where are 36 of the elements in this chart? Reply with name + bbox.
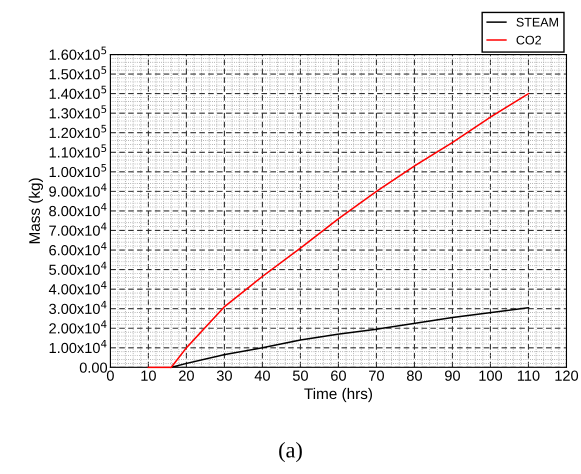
y-tick-label: 1.40x10$^{5}$ [50,86,106,99]
y-tick-label: 0.00 [80,362,108,373]
y-tick-label: 5.00x10$^{4}$ [49,262,107,275]
x-tick-label: 60 [331,370,346,381]
x-axis-title: Time (hrs) [304,388,372,402]
y-tick-label: 3.00x10$^{4}$ [49,300,107,314]
x-tick-label: 50 [292,370,308,381]
x-tick-label: 40 [254,370,270,381]
y-tick-label: 4.00x10$^{4}$ [48,281,107,294]
x-tick-label: 70 [369,370,384,381]
x-tick-label: 30 [216,370,232,381]
y-tick-label: 2.00x10$^{4}$ [49,320,107,334]
legend-label: STEAM [516,18,558,27]
x-tick-label: 0 [106,370,114,381]
y-tick-label: 8.00x10$^{4}$ [49,203,107,216]
y-tick-label: 9.00x10$^{4}$ [49,184,107,197]
x-tick-label: 10 [141,370,156,381]
x-tick-label: 110 [518,370,540,381]
x-tick-label: 100 [479,370,502,381]
y-tick-label: 1.30x10$^{5}$ [50,105,106,118]
legend-label: CO2 [516,36,541,45]
y-tick-label: 1.00x10$^{4}$ [50,340,107,354]
x-tick-label: 120 [555,370,578,381]
x-tick-label: 20 [179,370,194,381]
y-tick-label: 1.00x10$^{5}$ [50,164,106,178]
y-tick-label: 7.00x10$^{4}$ [49,222,107,236]
x-tick-label: 80 [406,370,422,381]
y-tick-label: 1.50x10$^{5}$ [50,66,106,80]
x-tick-label: 90 [445,370,460,381]
y-tick-label: 1.20x10$^{5}$ [50,124,106,138]
text: (a) [279,442,302,462]
line-series [148,92,530,368]
y-tick-label: 6.00x10$^{4}$ [49,242,107,256]
y-tick-label: 1.10x10$^{5}$ [50,144,106,158]
y-axis-title: Mass (kg) [28,178,43,244]
y-tick-label: 1.60x10$^{5}$ [50,46,106,60]
